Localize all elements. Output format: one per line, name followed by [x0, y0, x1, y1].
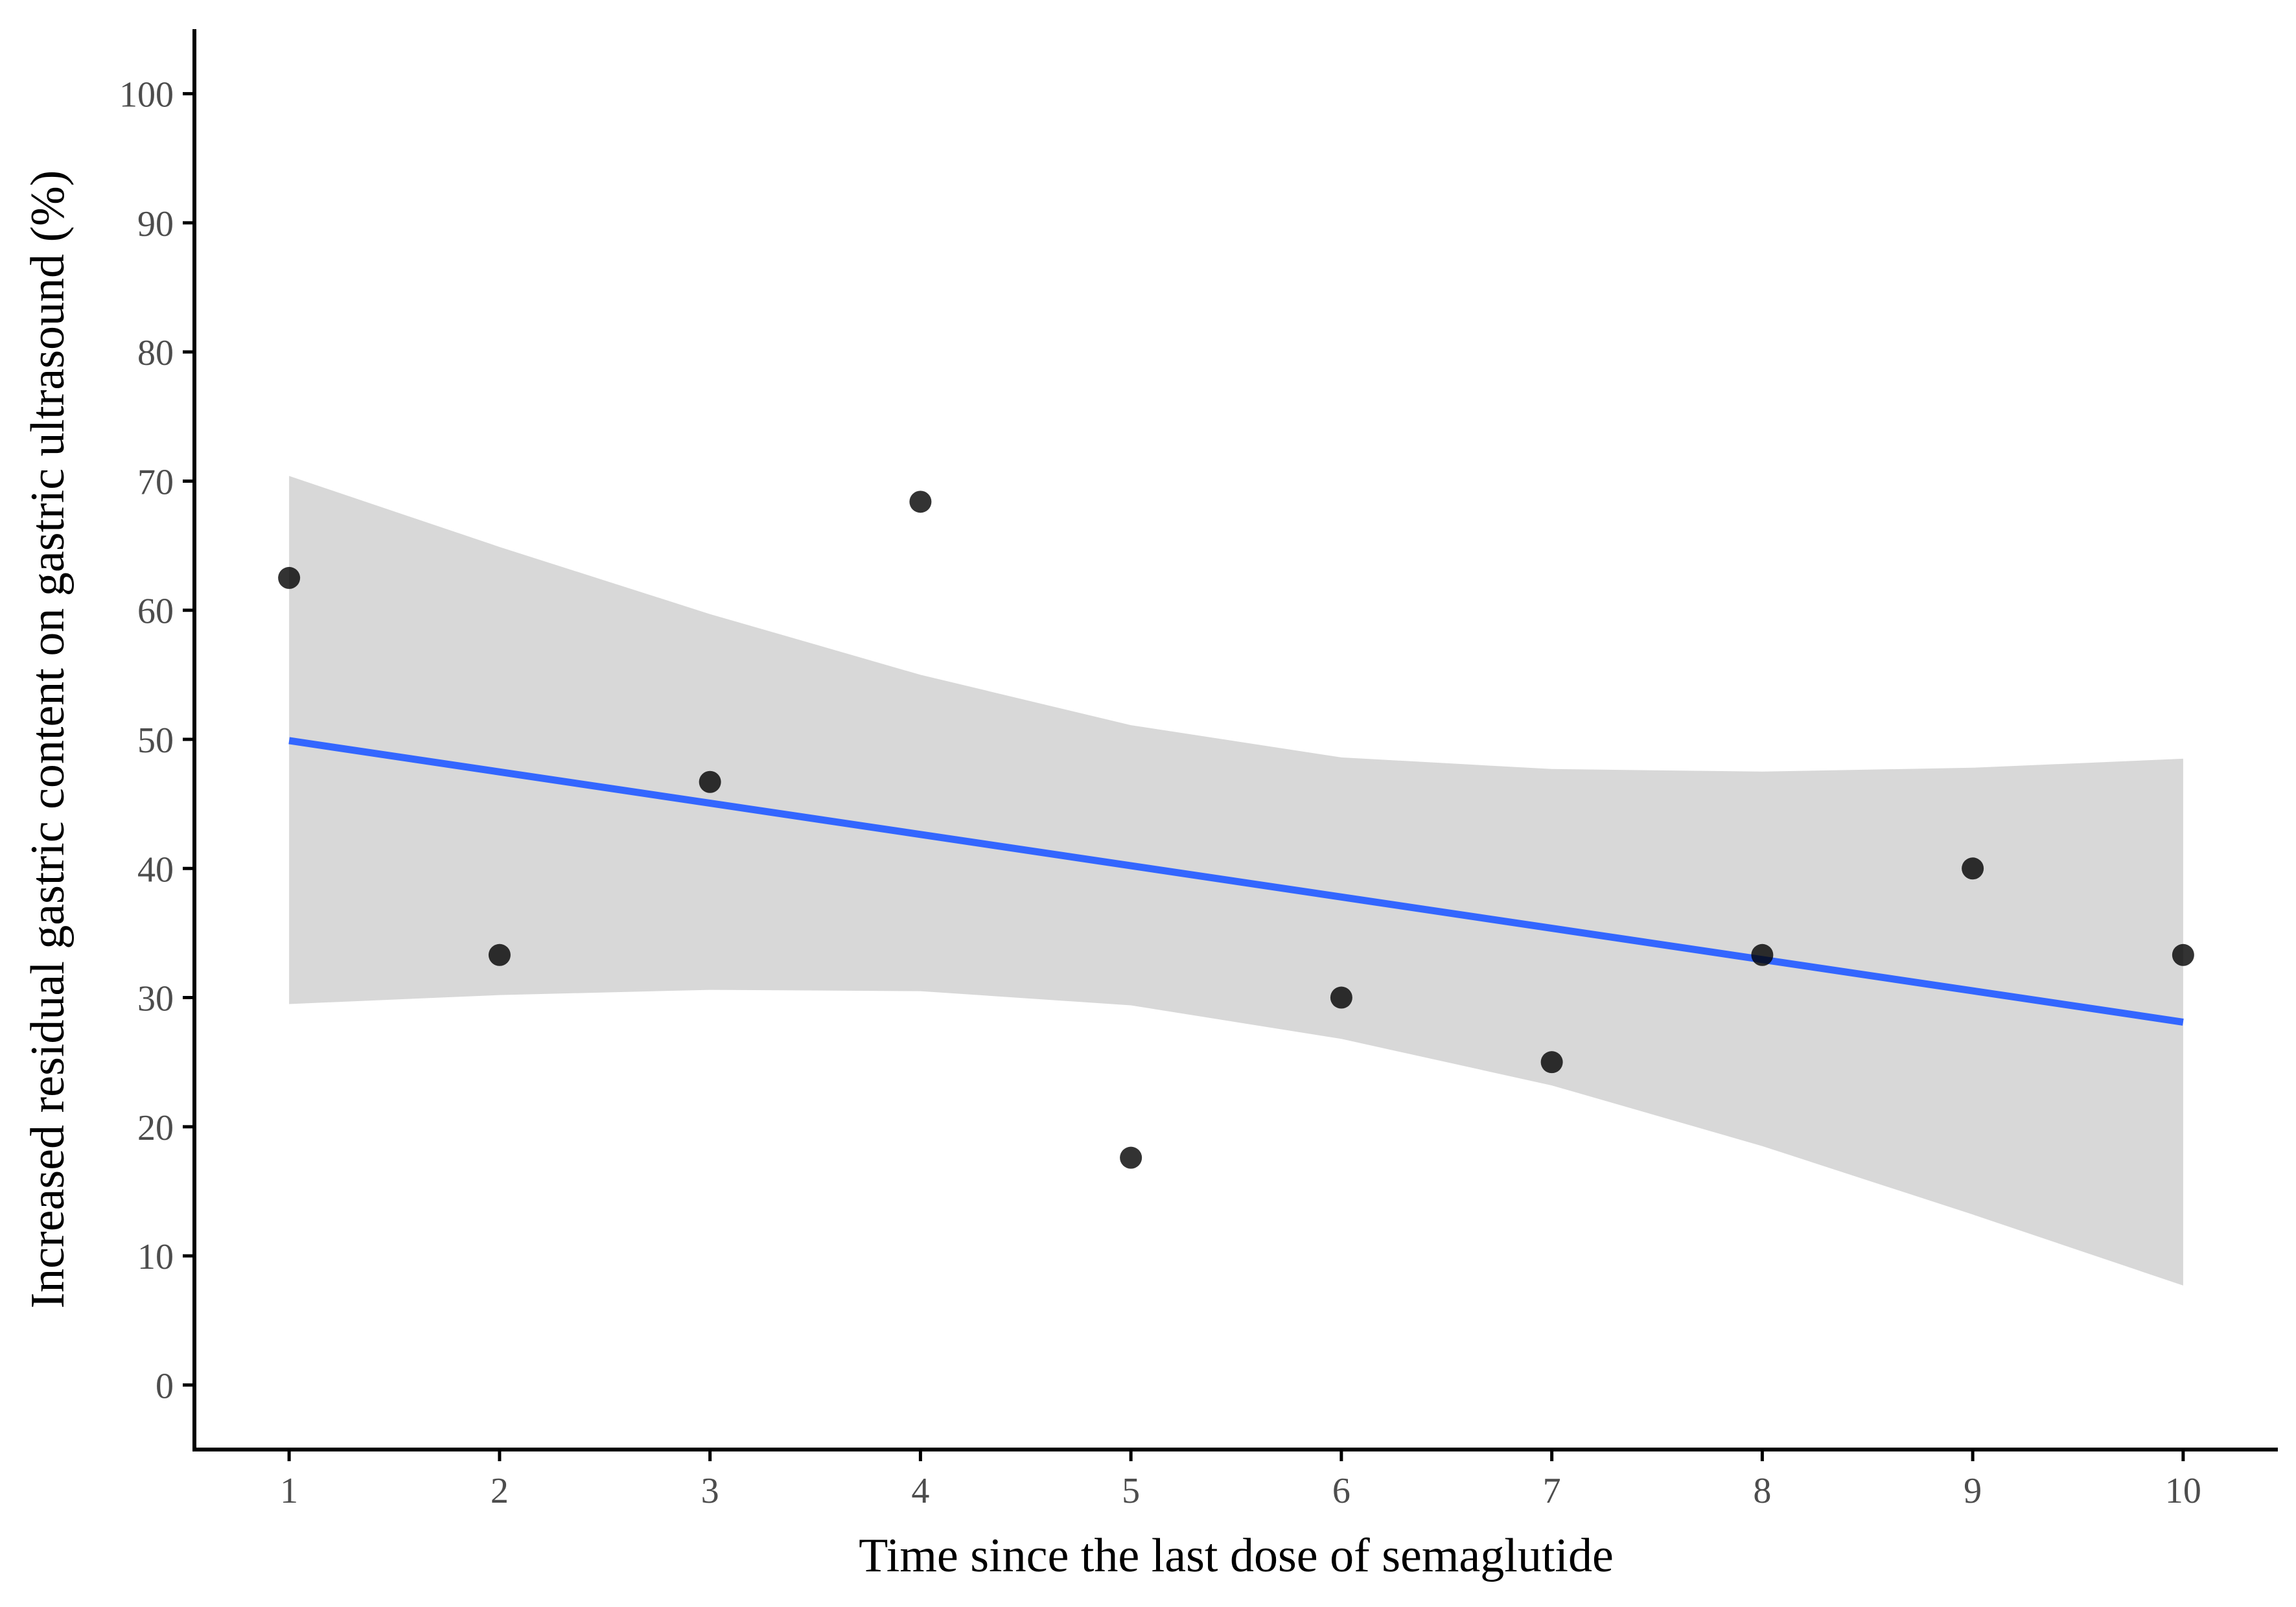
y-tick-label: 80 [137, 333, 174, 373]
x-tick-label: 9 [1964, 1471, 1982, 1511]
y-tick-label: 90 [137, 204, 174, 244]
data-point-6 [1330, 986, 1352, 1009]
y-tick-label: 0 [156, 1366, 174, 1406]
y-axis-title: Increased residual gastric content on ga… [21, 170, 75, 1309]
x-tick-label: 4 [911, 1471, 929, 1511]
y-tick-label: 20 [137, 1108, 174, 1148]
data-point-10 [2172, 943, 2194, 966]
y-tick-label: 30 [137, 979, 174, 1019]
data-point-9 [1962, 857, 1984, 880]
fit-line [288, 737, 2184, 1026]
data-point-1 [278, 566, 301, 589]
data-point-5 [1120, 1146, 1142, 1169]
data-point-3 [699, 770, 721, 793]
data-point-7 [1540, 1051, 1563, 1074]
y-tick-label: 40 [137, 850, 174, 890]
x-tick-label: 10 [2165, 1471, 2201, 1511]
x-axis-title: Time since the last dose of semaglutide [859, 1529, 1614, 1582]
x-tick-label: 6 [1332, 1471, 1351, 1511]
x-tick-label: 7 [1543, 1471, 1561, 1511]
y-tick-label: 50 [137, 721, 174, 761]
fit-line-layer [288, 737, 2184, 1026]
x-tick-label: 3 [701, 1471, 719, 1511]
y-tick-label: 10 [137, 1237, 174, 1277]
data-points-layer [278, 491, 2194, 1169]
data-point-2 [488, 943, 511, 966]
data-point-4 [909, 491, 932, 513]
y-tick-label: 100 [119, 75, 174, 115]
x-tick-label: 1 [280, 1471, 298, 1511]
x-tick-label: 8 [1753, 1471, 1771, 1511]
x-tick-label: 5 [1122, 1471, 1140, 1511]
data-point-8 [1751, 943, 1774, 966]
y-tick-label: 70 [137, 462, 174, 502]
x-tick-label: 2 [491, 1471, 509, 1511]
y-tick-label: 60 [137, 592, 174, 632]
